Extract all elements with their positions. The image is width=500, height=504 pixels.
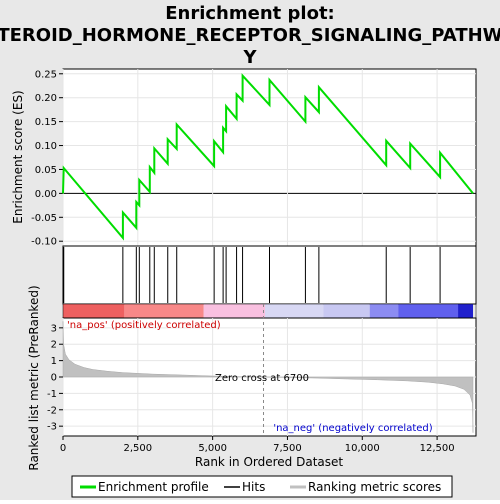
chart-title-line-2: STEROID_HORMONE_RECEPTOR_SIGNALING_PATHW…	[0, 25, 500, 46]
es-axis-label: Enrichment score (ES)	[11, 90, 25, 223]
pos-label: 'na_pos' (positively correlated)	[67, 320, 221, 331]
ranking-color-bar	[62, 303, 477, 319]
neg-label: 'na_neg' (negatively correlated)	[273, 423, 432, 434]
x-tick-label: 0	[60, 443, 66, 454]
es-tick-label: 0.15	[35, 117, 57, 128]
color-bar-segment	[203, 304, 266, 318]
metric-panel: 3 2 1 0 -1 -2 -3 'na_pos' (positively correlat…	[27, 285, 477, 471]
metric-tick-label: 1	[51, 356, 57, 367]
metric-axis-label: Ranked list metric (PreRanked)	[27, 285, 41, 470]
color-bar-segment	[265, 304, 324, 318]
es-tick-label: 0.10	[35, 141, 57, 152]
legend-hits-label: Hits	[242, 480, 265, 494]
metric-tick-label: -2	[47, 405, 57, 416]
x-axis-label: Rank in Ordered Dataset	[195, 455, 343, 469]
x-tick-label: 12,500	[420, 443, 455, 454]
hits-panel	[62, 245, 477, 305]
es-tick-label: 0.20	[35, 93, 57, 104]
x-tick-label: 10,000	[345, 443, 380, 454]
color-bar-segment	[124, 304, 204, 318]
es-tick-label: -0.10	[31, 237, 57, 248]
x-tick-label: 7,500	[273, 443, 302, 454]
es-tick-label: 0.25	[35, 69, 57, 80]
chart-title-line-3: Y	[242, 47, 257, 68]
zero-cross-label: Zero cross at 6700	[215, 373, 309, 384]
x-tick-label: 5,000	[198, 443, 227, 454]
legend-metric-label: Ranking metric scores	[308, 480, 441, 494]
es-panel: -0.10 -0.05 0.00 0.05 0.10 0.15 0.20 0.25 Enric…	[11, 68, 477, 248]
metric-tick-label: -3	[47, 422, 57, 433]
legend: Enrichment profile Hits Ranking metric s…	[71, 475, 453, 498]
es-tick-label: 0.00	[35, 189, 57, 200]
es-tick-label: 0.05	[35, 165, 57, 176]
color-bar-segment	[458, 304, 474, 318]
enrichment-profile-line	[62, 73, 474, 241]
metric-tick-label: 3	[51, 323, 57, 334]
color-bar-segment	[63, 304, 125, 318]
color-bar-segment	[323, 304, 370, 318]
x-tick-label: 2,500	[123, 443, 152, 454]
chart-title-line-1: Enrichment plot:	[165, 3, 335, 24]
metric-tick-label: 2	[51, 340, 57, 351]
es-tick-label: -0.05	[31, 213, 57, 224]
color-bar-segment	[369, 304, 399, 318]
color-bar-segment	[398, 304, 459, 318]
metric-tick-label: 0	[51, 373, 57, 384]
metric-tick-label: -1	[47, 389, 57, 400]
legend-box	[71, 475, 453, 498]
legend-enrichment-label: Enrichment profile	[98, 480, 209, 494]
